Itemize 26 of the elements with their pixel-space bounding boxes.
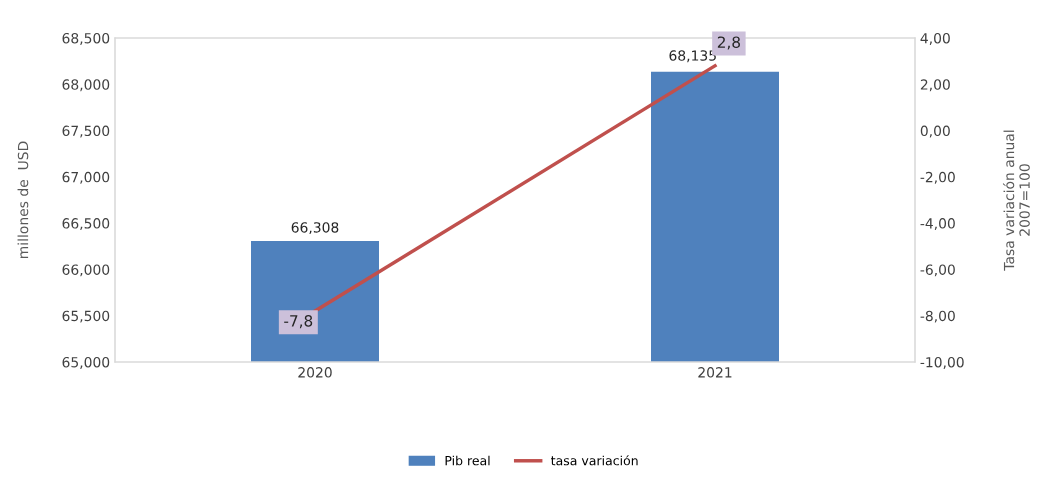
y2-tick-label: -6,00	[920, 264, 955, 277]
y-tick-label: 66,000	[62, 264, 110, 277]
x-tick-label: 2021	[698, 367, 732, 378]
y-axis-title: millones de USD	[17, 141, 29, 258]
data-label: 66,308	[291, 222, 339, 235]
y-tick-label: 66,500	[62, 218, 110, 231]
legend-label: Pib real	[445, 455, 490, 466]
y2-tick-label: -10,00	[920, 356, 964, 369]
y-tick-label: 67,500	[62, 125, 110, 138]
y2-axis-title: Tasa variación anual 2007=100	[1002, 130, 1030, 271]
y-tick-label: 68,500	[62, 32, 110, 45]
y-tick-label: 65,500	[62, 310, 110, 323]
y-tick-label: 67,000	[62, 171, 110, 184]
data-label: 2,8	[717, 36, 740, 50]
y2-tick-label: 2,00	[920, 79, 950, 92]
y2-tick-label: -2,00	[920, 171, 955, 184]
data-label: -7,8	[284, 315, 313, 329]
y2-tick-label: 4,00	[920, 32, 950, 45]
legend-label: tasa variación	[551, 455, 638, 466]
data-label: 68,135	[669, 50, 716, 63]
y-tick-label: 68,000	[62, 79, 110, 92]
y2-tick-label: 0,00	[920, 125, 950, 138]
x-tick-label: 2020	[298, 367, 332, 378]
y2-tick-label: -8,00	[920, 310, 955, 323]
y2-tick-label: -4,00	[920, 218, 955, 231]
y-tick-label: 65,000	[62, 356, 110, 369]
